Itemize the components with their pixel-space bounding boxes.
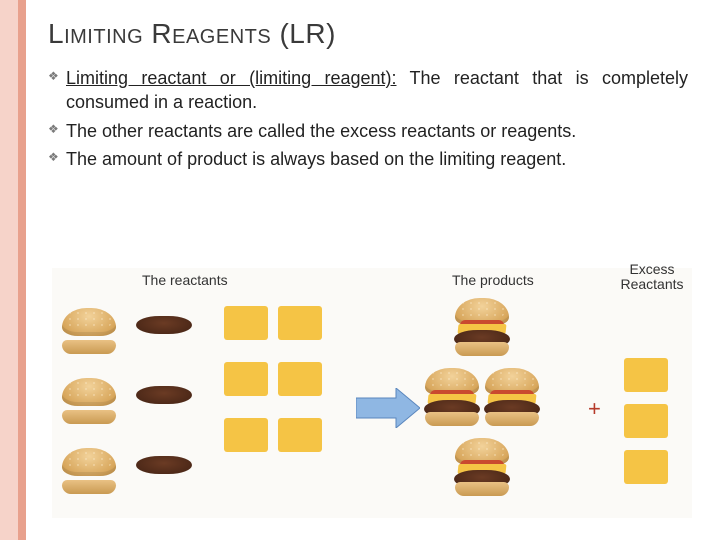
title-main: Limiting Reagents — [48, 18, 271, 49]
cheese-slice — [224, 418, 268, 452]
bun-top — [62, 378, 116, 406]
cheese-slice — [224, 362, 268, 396]
cheese-slice — [224, 306, 268, 340]
label-reactants: The reactants — [142, 272, 228, 288]
bullet-lead: Limiting reactant or (limiting reagent): — [66, 68, 397, 88]
label-excess: Excess Reactants — [612, 262, 692, 293]
bullet-text: The other reactants are called the exces… — [66, 121, 576, 141]
burger — [452, 298, 512, 354]
patty — [136, 386, 192, 404]
cheese-slice — [278, 362, 322, 396]
burger — [422, 368, 482, 424]
title-suffix: (LR) — [279, 18, 335, 49]
excess-group — [612, 298, 692, 508]
cheese-slice — [624, 404, 668, 438]
label-products: The products — [452, 272, 534, 288]
bullet-list: Limiting reactant or (limiting reagent):… — [48, 66, 688, 171]
burger — [452, 438, 512, 494]
burger — [482, 368, 542, 424]
bullet-item: Limiting reactant or (limiting reagent):… — [48, 66, 688, 115]
bun-top — [62, 448, 116, 476]
bun-bottom — [62, 410, 116, 424]
reactants-group — [52, 298, 352, 508]
accent-bar — [0, 0, 26, 540]
patty — [136, 456, 192, 474]
slide-title: Limiting Reagents (LR) — [48, 18, 688, 50]
bun-bottom — [62, 480, 116, 494]
cheese-slice — [624, 358, 668, 392]
cheese-slice — [278, 418, 322, 452]
plus-icon: + — [588, 396, 601, 422]
patty — [136, 316, 192, 334]
cheese-slice — [278, 306, 322, 340]
arrow-icon — [356, 388, 420, 428]
bullet-item: The other reactants are called the exces… — [48, 119, 688, 143]
burger-diagram: The reactants The products Excess Reacta… — [52, 268, 692, 518]
slide-content: Limiting Reagents (LR) Limiting reactant… — [48, 18, 688, 175]
products-group — [422, 298, 582, 508]
bun-top — [62, 308, 116, 336]
bun-bottom — [62, 340, 116, 354]
cheese-slice — [624, 450, 668, 484]
bullet-item: The amount of product is always based on… — [48, 147, 688, 171]
bullet-text: The amount of product is always based on… — [66, 149, 566, 169]
